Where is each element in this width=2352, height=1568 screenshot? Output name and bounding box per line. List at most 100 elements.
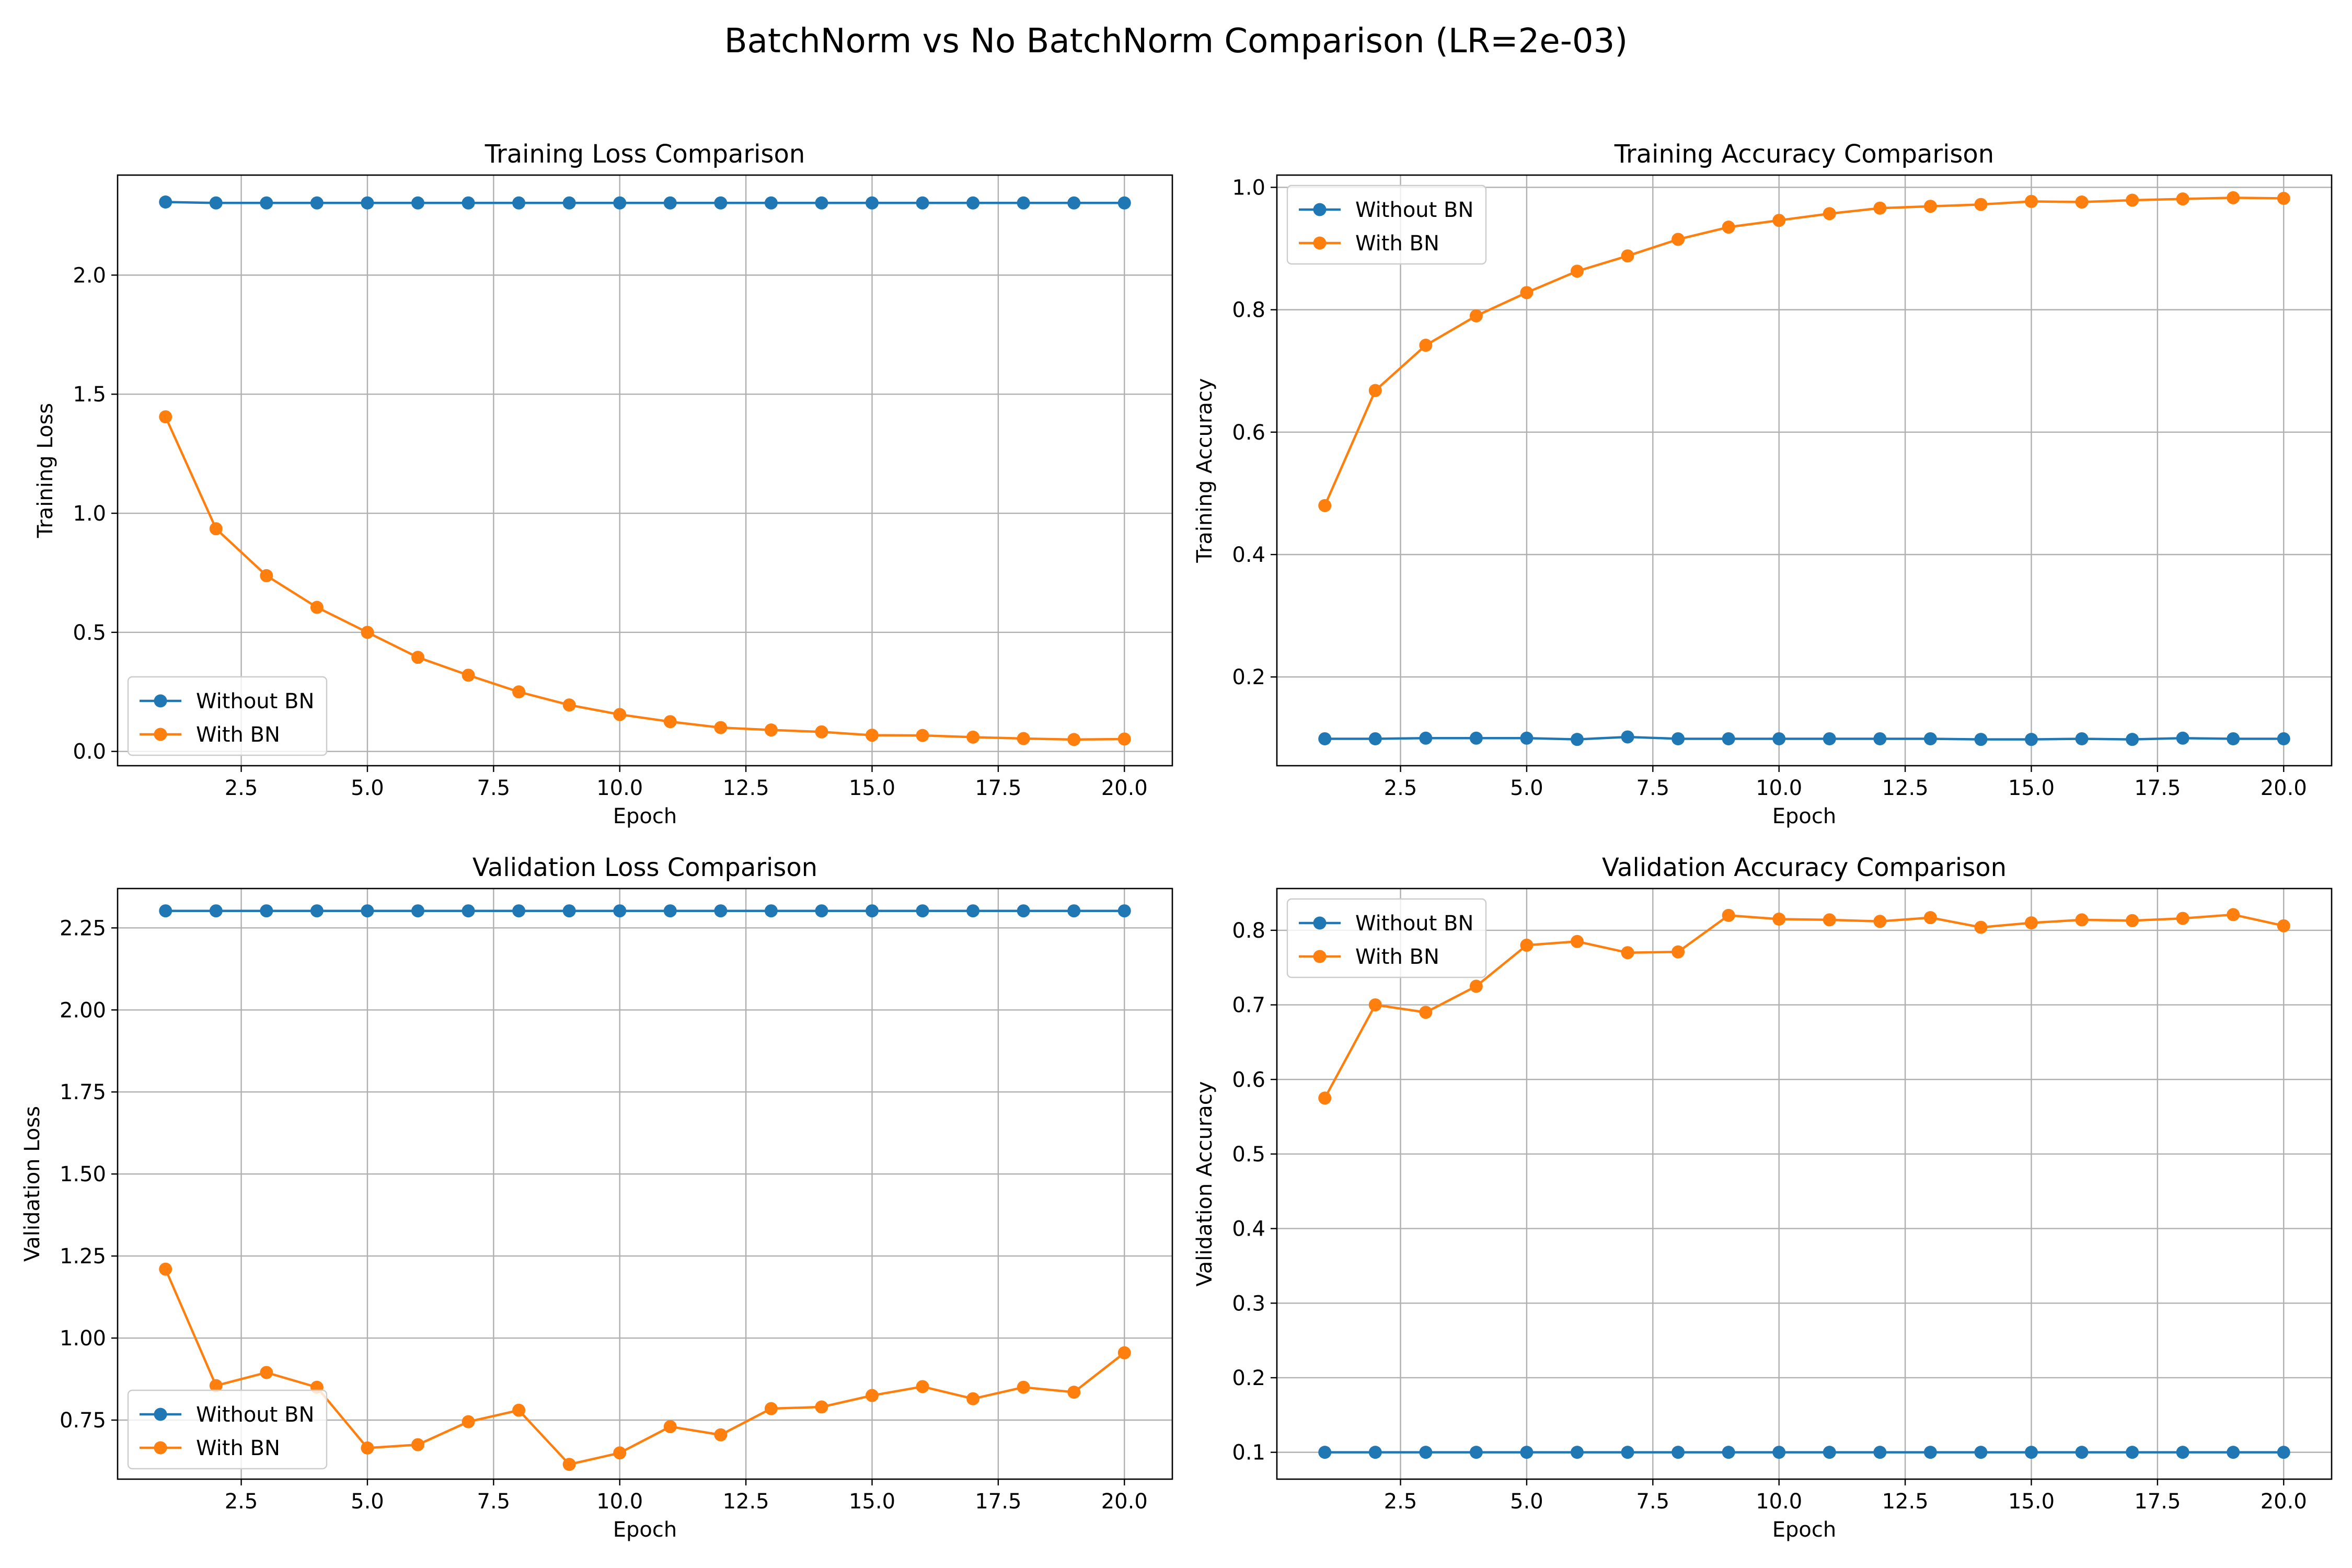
y-tick-label: 0.2 [1232, 665, 1265, 689]
data-point [411, 651, 425, 664]
data-point [2227, 1446, 2240, 1459]
data-point [361, 904, 374, 918]
data-point [2024, 916, 2038, 930]
data-point [1419, 339, 1433, 352]
data-point [1117, 732, 1131, 746]
data-point [1722, 732, 1735, 745]
data-point [815, 725, 828, 739]
data-point [714, 196, 728, 210]
data-point [1923, 732, 1937, 745]
data-point [462, 904, 475, 918]
data-point [2277, 919, 2290, 932]
legend-marker [1313, 236, 1327, 250]
data-point [1974, 920, 1988, 934]
data-point [714, 721, 728, 734]
legend-label: With BN [1355, 945, 1439, 969]
y-axis-label: Training Accuracy [1193, 378, 1217, 563]
data-point [966, 196, 980, 210]
data-point [2126, 1446, 2139, 1459]
data-point [1772, 912, 1786, 926]
x-tick-label: 12.5 [723, 1490, 769, 1514]
data-point [1722, 1446, 1735, 1459]
x-tick-label: 20.0 [2261, 1490, 2307, 1514]
x-tick-label: 20.0 [1101, 1490, 1148, 1514]
x-axis-label: Epoch [1772, 804, 1836, 828]
axes-frame [1276, 174, 2333, 767]
data-point [1520, 1446, 1534, 1459]
y-tick-label: 0.4 [1232, 543, 1265, 567]
data-point [1469, 979, 1483, 993]
data-point [512, 1403, 526, 1417]
data-point [1368, 384, 1382, 397]
data-point [1671, 732, 1685, 745]
data-point [865, 904, 879, 918]
data-point [1823, 913, 1836, 927]
data-point [1923, 1446, 1937, 1459]
subplot-2: 2.5 5.0 7.5 10.0 12.5 15.0 17.5 20.0 0.2 0.4 0.6 0.… [1193, 140, 2333, 828]
data-point [2176, 912, 2189, 925]
data-point [916, 729, 929, 742]
data-point [209, 904, 223, 918]
legend-marker [1313, 203, 1327, 216]
data-point [1873, 732, 1887, 745]
data-point [1368, 1446, 1382, 1459]
y-tick-label: 1.00 [60, 1327, 106, 1351]
y-axis-label: Validation Loss [20, 1106, 44, 1262]
legend-marker [1313, 950, 1327, 963]
data-point [815, 1400, 828, 1414]
data-point [714, 904, 728, 918]
data-point [512, 196, 526, 210]
data-point [613, 196, 627, 210]
x-tick-label: 12.5 [1882, 776, 1929, 800]
data-point [865, 196, 879, 210]
data-point [2277, 732, 2290, 745]
data-point [310, 196, 324, 210]
y-tick-label: 0.8 [1232, 919, 1265, 943]
x-tick-label: 7.5 [1636, 1490, 1670, 1514]
data-point [1520, 938, 1534, 952]
data-point [361, 626, 374, 639]
data-point [209, 522, 223, 536]
data-point [2024, 1446, 2038, 1459]
data-point [159, 1262, 172, 1276]
data-point [2176, 1446, 2189, 1459]
data-point [1923, 911, 1937, 925]
data-point [2075, 732, 2089, 745]
data-point [1368, 998, 1382, 1012]
data-point [966, 730, 980, 744]
y-tick-label: 0.3 [1232, 1292, 1265, 1316]
y-tick-label: 0.6 [1232, 421, 1265, 445]
data-point [1017, 196, 1030, 210]
data-point [815, 904, 828, 918]
data-point [764, 196, 778, 210]
x-tick-label: 20.0 [1101, 776, 1148, 800]
data-point [2126, 733, 2139, 746]
subplot-1: 2.5 5.0 7.5 10.0 12.5 15.0 17.5 20.0 0.0 0.5 1.0 1.… [33, 140, 1173, 828]
x-tick-label: 15.0 [849, 1490, 895, 1514]
y-tick-label: 1.0 [1232, 176, 1265, 200]
x-tick-label: 17.5 [2134, 1490, 2181, 1514]
y-tick-label: 0.1 [1232, 1441, 1265, 1465]
x-tick-label: 5.0 [351, 776, 384, 800]
data-point [1621, 249, 1634, 263]
y-tick-label: 0.2 [1232, 1366, 1265, 1390]
data-point [1067, 904, 1081, 918]
y-tick-label: 1.0 [73, 502, 106, 526]
x-tick-label: 17.5 [975, 1490, 1021, 1514]
data-point [1671, 1446, 1685, 1459]
subplot-4: 2.5 5.0 7.5 10.0 12.5 15.0 17.5 20.0 0.1 0.2 0.3 0.… [1193, 853, 2333, 1542]
data-point [1772, 214, 1786, 227]
subplot-title: Training Accuracy Comparison [1614, 140, 1994, 169]
data-point [310, 904, 324, 918]
data-point [663, 196, 677, 210]
data-point [663, 1420, 677, 1434]
data-point [764, 1402, 778, 1415]
data-point [1067, 1386, 1081, 1399]
figure-title: BatchNorm vs No BatchNorm Comparison (LR… [724, 22, 1628, 61]
y-tick-label: 1.75 [60, 1080, 106, 1104]
x-tick-label: 17.5 [2134, 776, 2181, 800]
data-point [1823, 732, 1836, 745]
data-point [663, 715, 677, 729]
x-tick-label: 5.0 [351, 1490, 384, 1514]
data-point [1722, 908, 1735, 922]
